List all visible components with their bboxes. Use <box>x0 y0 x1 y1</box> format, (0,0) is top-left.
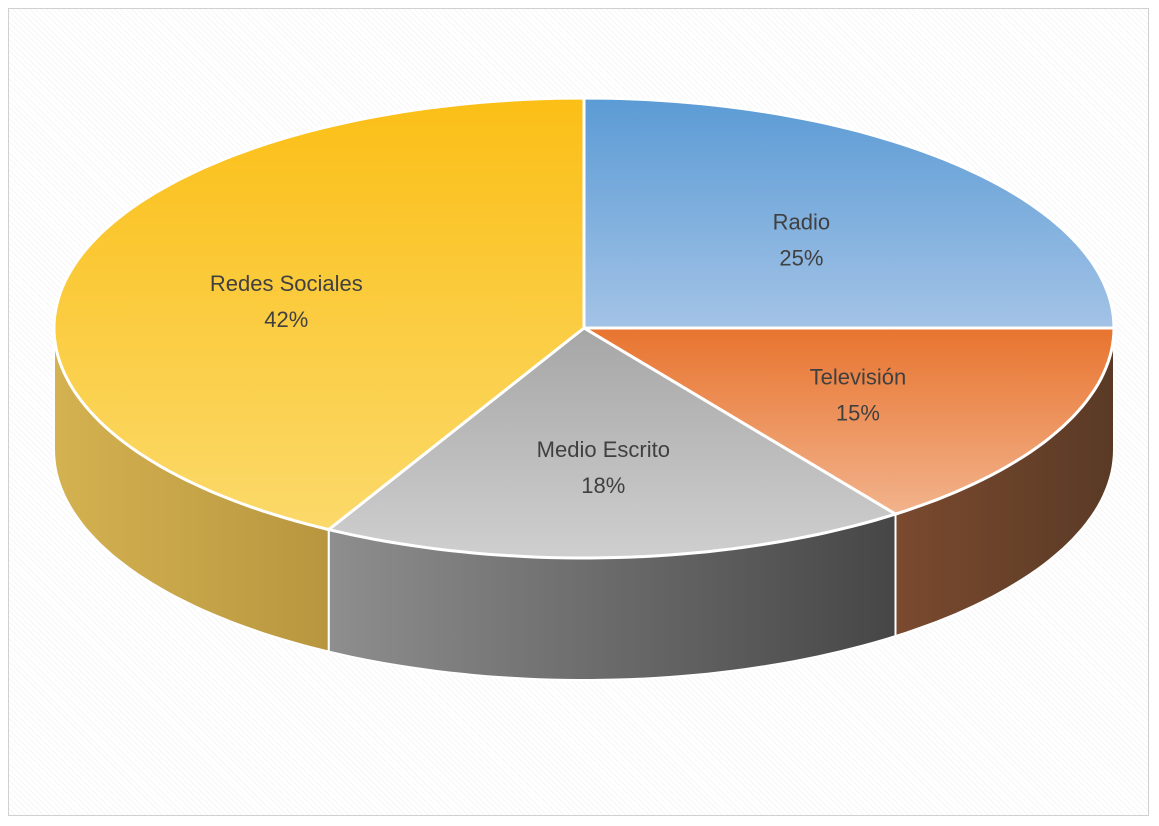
slice-redes-sociales[interactable] <box>52 96 586 532</box>
slice-television[interactable] <box>578 326 1116 516</box>
slice-value-redes-sociales: 42% <box>264 307 308 332</box>
slice-value-radio: 25% <box>779 246 823 271</box>
slice-medio-escrito[interactable] <box>325 326 900 560</box>
slice-value-medio-escrito: 18% <box>581 473 625 498</box>
slice-radio[interactable] <box>582 96 1116 330</box>
slice-label-redes-sociales: Redes Sociales <box>210 271 363 296</box>
slice-value-television: 15% <box>836 401 880 426</box>
slice-label-television: Televisión <box>810 365 907 390</box>
slice-label-radio: Radio <box>773 210 830 235</box>
slice-label-medio-escrito: Medio Escrito <box>537 437 670 462</box>
